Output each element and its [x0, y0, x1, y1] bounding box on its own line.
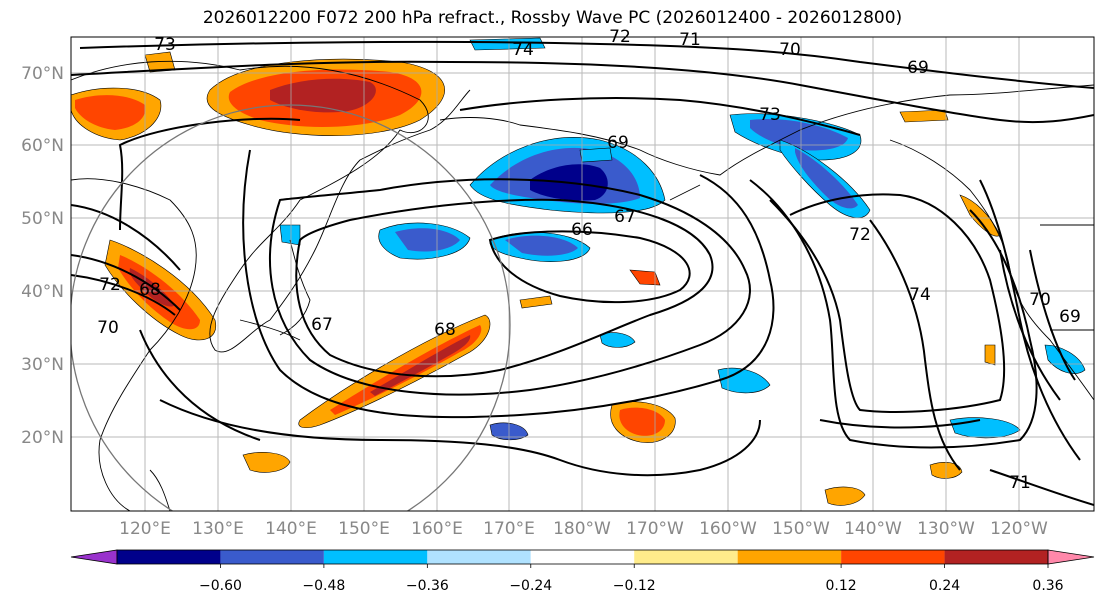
- colorbar-tick-label: 0.12: [826, 578, 857, 594]
- contour-label: 71: [679, 30, 701, 50]
- colorbar-tick-labels: −0.60−0.48−0.36−0.24−0.120.120.240.360.4…: [199, 564, 1064, 594]
- contour-label: 73: [154, 35, 176, 55]
- latitude-label: 60°N: [21, 136, 64, 156]
- longitude-label: 150°E: [338, 519, 390, 539]
- contour-label: 69: [607, 133, 629, 153]
- colorbar-segment: [117, 550, 221, 564]
- refractive-index-contours: [71, 40, 1094, 506]
- colorbar-extend-low: [70, 549, 118, 565]
- contour-labels: 73 74 72 71 70 69 73 69 67 66 72 74 70 69 71 72 70 67 68 68: [97, 27, 1081, 493]
- longitude-label: 150°W: [772, 519, 830, 539]
- colorbar-tick-label: 0.36: [1032, 578, 1063, 594]
- negative-anomaly-shading: [279, 37, 1086, 441]
- contour-label: 74: [909, 285, 931, 305]
- longitude-label: 170°W: [626, 519, 684, 539]
- contour-label: 70: [779, 40, 801, 60]
- colorbar-extend-high: [1047, 549, 1095, 565]
- map-area: [71, 37, 1094, 511]
- contour-label: 70: [97, 318, 119, 338]
- great-circle-radius: [71, 104, 511, 511]
- contour-label: 68: [139, 280, 161, 300]
- contour-label: 69: [907, 58, 929, 78]
- longitude-label: 120°W: [990, 519, 1048, 539]
- contour-label: 72: [849, 225, 871, 245]
- colorbar-tick-label: 0.24: [929, 578, 960, 594]
- colorbar-segment: [634, 550, 738, 564]
- longitude-label: 140°E: [265, 519, 317, 539]
- longitude-label: 170°E: [483, 519, 535, 539]
- contour-label: 74: [512, 40, 534, 60]
- contour-label: 72: [99, 275, 121, 295]
- colorbar-tick-label: −0.36: [406, 578, 449, 594]
- contour-label: 73: [759, 105, 781, 125]
- colorbar-segment: [530, 550, 635, 564]
- contour-label: 67: [311, 315, 333, 335]
- longitude-label: 180°W: [553, 519, 611, 539]
- colorbar-segment: [737, 550, 842, 564]
- contour-label: 69: [1059, 307, 1081, 327]
- colorbar-segment: [220, 550, 324, 564]
- latitude-label: 20°N: [21, 428, 64, 448]
- colorbar-tick-label: −0.48: [302, 578, 345, 594]
- colorbar-segment: [427, 550, 531, 564]
- longitude-labels: 120°E 130°E 140°E 150°E 160°E 170°E 180°W 170°W…: [119, 519, 1048, 539]
- longitude-label: 160°W: [699, 519, 757, 539]
- figure-title: 2026012200 F072 200 hPa refract., Rossby…: [202, 8, 903, 28]
- map-frame: [70, 36, 1095, 512]
- colorbar-segment: [323, 550, 428, 564]
- longitude-label: 120°E: [119, 519, 171, 539]
- colorbar-tick-label: −0.60: [199, 578, 242, 594]
- longitude-label: 130°W: [917, 519, 975, 539]
- longitude-label: 140°W: [844, 519, 902, 539]
- longitude-label: 130°E: [192, 519, 244, 539]
- latitude-label: 30°N: [21, 355, 64, 375]
- contour-label: 72: [609, 27, 631, 47]
- colorbar-segment: [841, 550, 945, 564]
- contour-label: 68: [434, 320, 456, 340]
- latitude-label: 40°N: [21, 282, 64, 302]
- colorbar-frame: [116, 549, 1049, 565]
- contour-label: 67: [614, 207, 636, 227]
- colorbar: [70, 549, 1095, 565]
- latitude-label: 50°N: [21, 209, 64, 229]
- longitude-label: 160°E: [411, 519, 463, 539]
- contour-label: 70: [1029, 290, 1051, 310]
- latitude-label: 70°N: [21, 64, 64, 84]
- latitude-labels: 70°N 60°N 50°N 40°N 30°N 20°N: [21, 64, 64, 448]
- colorbar-segment: [944, 550, 1048, 564]
- gridlines: [71, 37, 1094, 511]
- colorbar-tick-label: −0.24: [509, 578, 552, 594]
- contour-label: 71: [1009, 473, 1031, 493]
- contour-label: 66: [571, 220, 593, 240]
- colorbar-tick-label: −0.12: [613, 578, 656, 594]
